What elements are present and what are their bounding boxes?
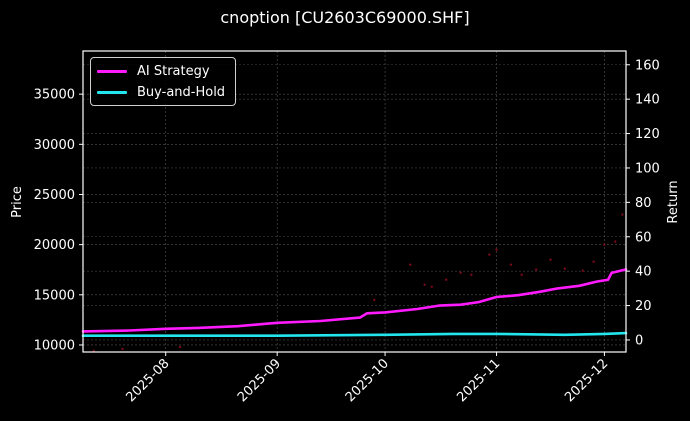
x-axis: 2025-08 2025-09 2025-10 2025-11 2025-12 <box>124 352 611 405</box>
svg-text:100: 100 <box>635 161 660 176</box>
svg-text:0: 0 <box>635 333 643 348</box>
svg-text:160: 160 <box>635 58 660 73</box>
price-scatter <box>92 213 624 353</box>
plot-frame <box>82 50 627 353</box>
right-axis-label: Return <box>666 180 681 223</box>
svg-text:35000: 35000 <box>34 88 75 103</box>
svg-text:20000: 20000 <box>34 238 75 253</box>
legend-label: AI Strategy <box>137 63 210 79</box>
svg-text:120: 120 <box>635 127 660 142</box>
ai-strategy-swatch-icon <box>97 69 127 73</box>
legend: AI Strategy Buy-and-Hold <box>90 57 236 106</box>
svg-text:40: 40 <box>635 265 652 280</box>
legend-item-ai-strategy: AI Strategy <box>97 61 210 81</box>
left-axis-label: Price <box>10 186 25 218</box>
left-axis: 10000 15000 20000 25000 30000 35000 <box>34 88 83 353</box>
chart-title: cnoption [CU2603C69000.SHF] <box>220 8 470 27</box>
svg-text:140: 140 <box>635 93 660 108</box>
svg-text:80: 80 <box>635 196 652 211</box>
svg-text:25000: 25000 <box>34 188 75 203</box>
svg-text:20: 20 <box>635 299 652 314</box>
svg-text:2025-12: 2025-12 <box>562 356 611 405</box>
svg-text:2025-11: 2025-11 <box>454 356 503 405</box>
svg-text:15000: 15000 <box>34 288 75 303</box>
svg-text:30000: 30000 <box>34 138 75 153</box>
gridlines <box>83 51 626 352</box>
svg-text:10000: 10000 <box>34 338 75 353</box>
legend-item-buy-and-hold: Buy-and-Hold <box>97 82 225 102</box>
svg-text:2025-09: 2025-09 <box>235 356 284 405</box>
right-axis: 0 20 40 60 80 100 120 140 160 <box>626 58 660 348</box>
buy-and-hold-swatch-icon <box>97 90 127 94</box>
return-lines <box>81 268 628 338</box>
svg-text:2025-08: 2025-08 <box>124 356 173 405</box>
legend-label: Buy-and-Hold <box>137 84 226 100</box>
svg-text:60: 60 <box>635 230 652 245</box>
svg-text:2025-10: 2025-10 <box>343 356 392 405</box>
